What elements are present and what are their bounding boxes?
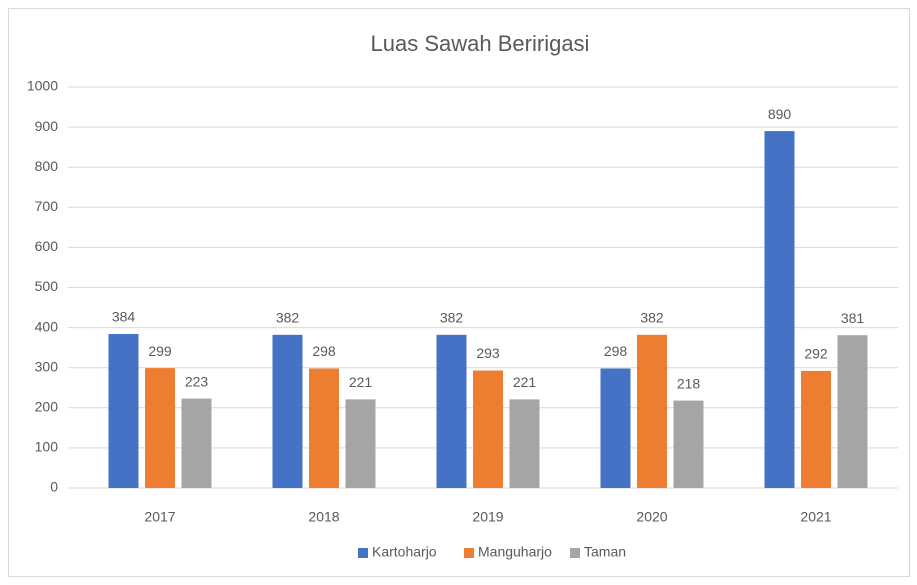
data-label: 223 — [185, 373, 209, 389]
legend-swatch — [464, 548, 474, 558]
data-label: 384 — [112, 309, 136, 325]
bar — [764, 131, 795, 489]
x-tick-label: 2020 — [636, 509, 667, 525]
data-label: 221 — [513, 374, 537, 390]
bar — [509, 399, 540, 488]
data-label: 298 — [312, 343, 336, 359]
bar — [673, 400, 704, 488]
y-tick-label: 400 — [35, 318, 59, 334]
data-label: 293 — [476, 345, 500, 361]
bar — [801, 370, 831, 488]
bar — [473, 370, 503, 488]
x-tick-label: 2017 — [144, 509, 175, 525]
data-label: 218 — [677, 375, 701, 391]
legend-swatch — [358, 548, 368, 558]
bar — [637, 334, 667, 488]
y-tick-label: 0 — [50, 479, 58, 495]
data-label: 292 — [804, 346, 828, 362]
data-label: 381 — [841, 310, 865, 326]
y-tick-label: 200 — [35, 399, 59, 415]
y-tick-label: 300 — [35, 358, 59, 374]
bar — [108, 334, 139, 488]
bar — [272, 334, 303, 488]
bar — [181, 398, 212, 488]
chart-title: Luas Sawah Beririgasi — [371, 31, 590, 56]
data-label: 298 — [604, 343, 628, 359]
x-tick-label: 2019 — [472, 509, 503, 525]
y-tick-label: 800 — [35, 158, 59, 174]
x-tick-label: 2018 — [308, 509, 339, 525]
y-tick-label: 600 — [35, 238, 59, 254]
legend-label: Kartoharjo — [372, 544, 437, 560]
data-label: 890 — [768, 106, 792, 122]
y-tick-label: 500 — [35, 278, 59, 294]
bar — [837, 335, 868, 488]
bar — [345, 399, 376, 488]
data-label: 221 — [349, 374, 373, 390]
x-tick-label: 2021 — [800, 509, 831, 525]
legend-label: Manguharjo — [478, 544, 552, 560]
bar — [309, 368, 339, 488]
data-label: 382 — [276, 310, 300, 326]
y-tick-label: 1000 — [27, 78, 58, 94]
y-tick-label: 100 — [35, 439, 59, 455]
bar — [600, 368, 631, 488]
bar — [145, 368, 175, 488]
legend-swatch — [570, 548, 580, 558]
data-label: 299 — [148, 343, 172, 359]
legend-label: Taman — [584, 544, 626, 560]
data-label: 382 — [440, 310, 464, 326]
y-tick-label: 900 — [35, 118, 59, 134]
data-label: 382 — [640, 310, 664, 326]
bar — [436, 334, 467, 488]
y-tick-label: 700 — [35, 198, 59, 214]
